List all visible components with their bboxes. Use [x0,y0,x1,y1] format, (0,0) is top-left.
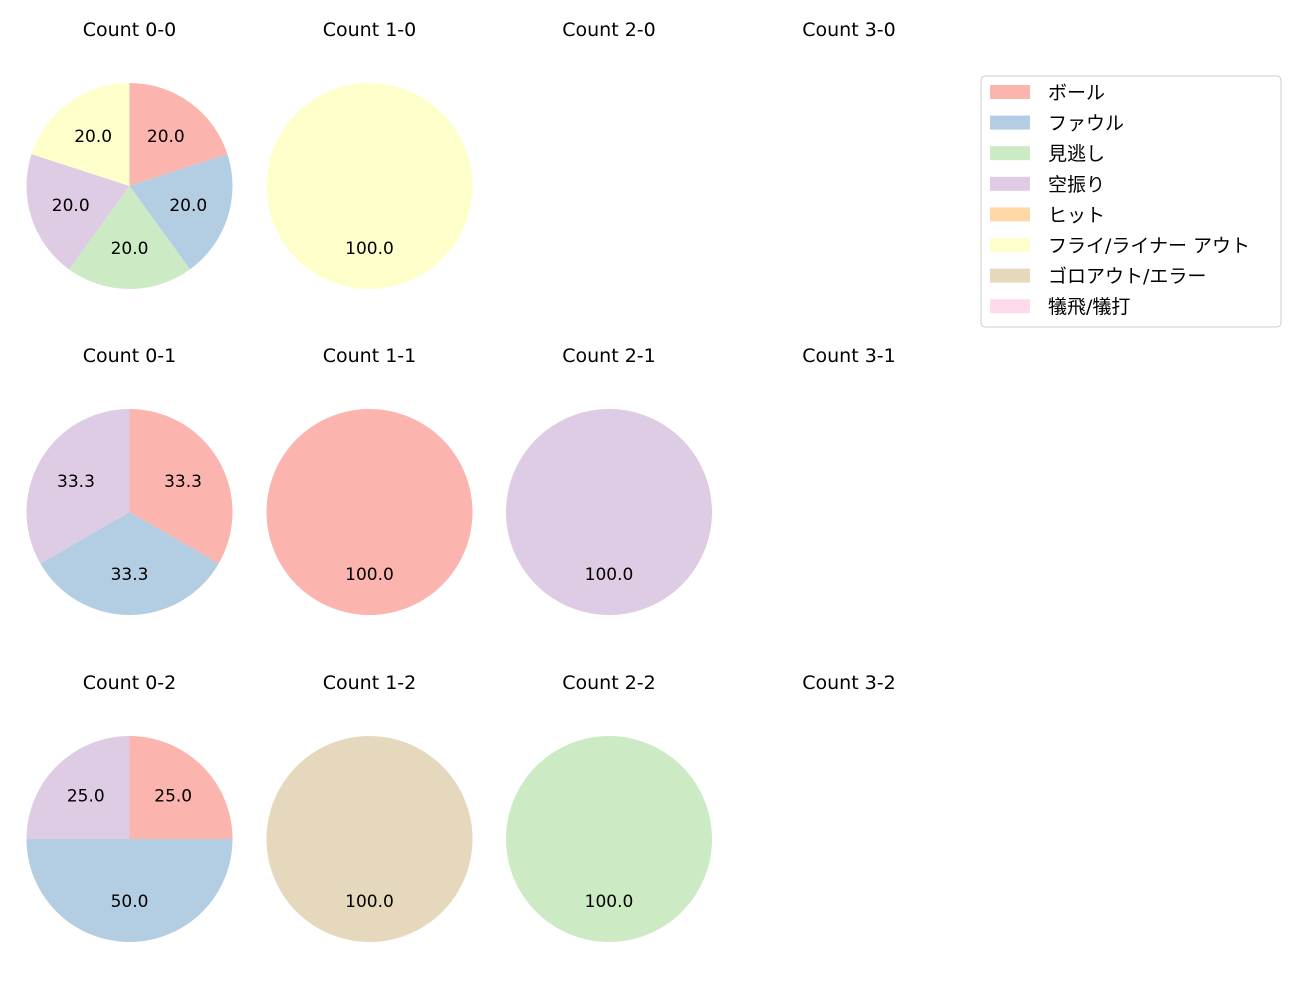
pie-slice [266,409,473,615]
pie-slice [506,736,712,942]
legend-entry: 見逃し [990,143,1105,165]
legend-label: 見逃し [1048,143,1105,165]
pie-slice [129,736,233,839]
legend-label: フライ/ライナー アウト [1048,235,1250,257]
slice-value-label: 20.0 [52,196,90,216]
pie-slice [31,83,130,186]
pie-slice [129,409,233,564]
slice-value-label: 20.0 [111,239,149,259]
legend-swatch [990,176,1030,191]
legend-label: ゴロアウト/エラー [1048,266,1206,288]
pie-panel: Count 0-0 20.0 20.0 20.0 20.0 20.0 [26,19,233,289]
pie-panel: Count 0-2 25.0 50.0 25.0 [26,672,233,942]
pie-title: Count 3-0 [802,19,896,41]
slice-value-label: 100.0 [585,565,634,585]
pie-title: Count 0-2 [83,672,177,694]
pie-panels: Count 0-0 20.0 20.0 20.0 20.0 20.0 Count 1-0 10… [26,19,896,942]
pie-slice [266,736,473,942]
pie-panel: Count 1-2 100.0 [266,672,473,942]
pie-slice [129,83,228,186]
legend-swatch [990,146,1030,161]
legend-label: ヒット [1048,204,1105,226]
legend-swatch [990,299,1030,314]
legend-entry: ゴロアウト/エラー [990,266,1206,288]
slice-value-label: 20.0 [74,127,112,147]
pie-title: Count 1-1 [323,345,417,367]
legend-entry: ヒット [990,204,1105,226]
legend-swatch [990,207,1030,222]
legend-swatch [990,238,1030,252]
pie-slice [26,736,130,839]
pie-title: Count 0-1 [83,345,177,367]
pie-slice [68,186,191,289]
pie-title: Count 2-1 [562,345,656,367]
legend-entry: フライ/ライナー アウト [990,235,1250,257]
pie-slice [26,409,130,564]
slice-value-label: 20.0 [169,196,207,216]
pie-panel: Count 2-0 [562,19,656,41]
legend-label: 犠飛/犠打 [1048,296,1130,318]
pie-slice [40,512,219,615]
legend-label: ファウル [1048,113,1124,135]
pie-panel: Count 2-1 100.0 [506,345,712,615]
slice-value-label: 20.0 [147,127,185,147]
pie-slice [129,154,233,270]
pie-panel: Count 3-0 [802,19,896,41]
pie-slice [266,83,473,289]
legend-entry: 空振り [990,174,1105,196]
slice-value-label: 33.3 [57,472,95,492]
legend-entry: ファウル [990,113,1124,135]
slice-value-label: 25.0 [67,786,105,806]
legend-swatch [990,115,1030,130]
pie-panel: Count 1-1 100.0 [266,345,473,615]
pie-title: Count 2-0 [562,19,656,41]
legend-swatch [990,268,1030,283]
legend-label: ボール [1048,82,1105,104]
legend-entry: 犠飛/犠打 [990,296,1130,318]
legend-entry: ボール [990,82,1105,104]
pie-title: Count 1-0 [323,19,417,41]
slice-value-label: 100.0 [345,239,394,259]
slice-value-label: 100.0 [345,892,394,912]
pie-title: Count 2-2 [562,672,656,694]
pie-title: Count 1-2 [323,672,417,694]
slice-value-label: 50.0 [111,892,149,912]
slice-value-label: 100.0 [345,565,394,585]
legend-frame [980,75,1282,328]
slice-value-label: 33.3 [164,472,202,492]
pie-title: Count 0-0 [83,19,177,41]
pie-slice [506,409,712,615]
pie-panel: Count 2-2 100.0 [506,672,712,942]
pie-panel: Count 0-1 33.3 33.3 33.3 [26,345,233,615]
slice-value-label: 100.0 [585,892,634,912]
pie-panel: Count 3-1 [802,345,896,367]
pie-panel: Count 3-2 [802,672,896,694]
pie-panel: Count 1-0 100.0 [266,19,473,289]
pie-slice [26,154,130,270]
slice-value-label: 25.0 [154,786,192,806]
pie-title: Count 3-1 [802,345,896,367]
slice-value-label: 33.3 [111,565,149,585]
pie-title: Count 3-2 [802,672,896,694]
pie-slice [26,839,233,942]
legend-label: 空振り [1048,174,1105,196]
legend-swatch [990,85,1030,99]
